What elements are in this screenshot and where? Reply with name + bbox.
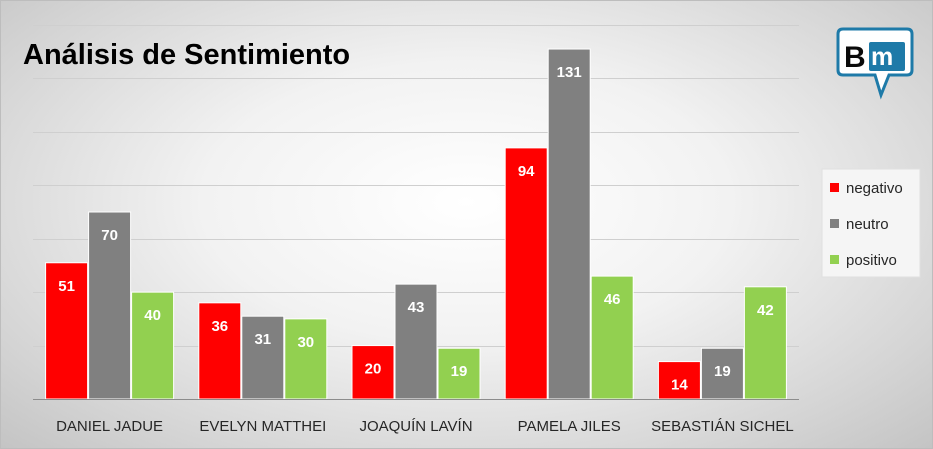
category-label: SEBASTIÁN SICHEL [651,418,794,435]
data-label-negativo: 51 [58,278,75,295]
category-label: PAMELA JILES [518,418,621,435]
data-label-neutro: 43 [408,299,425,316]
legend-label-negativo: negativo [846,180,903,197]
logo-letter-m: m [871,43,893,71]
bar-negativo [657,361,701,400]
category-label: DANIEL JADUE [56,418,163,435]
data-label-positivo: 40 [144,307,161,324]
category-label: EVELYN MATTHEI [199,418,326,435]
bar-positivo [590,275,634,400]
bar-neutro [700,347,744,400]
legend-swatch-negativo [830,183,839,192]
data-label-positivo: 46 [604,291,621,308]
data-label-positivo: 42 [757,302,774,319]
bar-neutro [88,211,132,400]
category-label: JOAQUÍN LAVÍN [359,418,472,435]
bar-neutro [241,315,285,400]
data-label-positivo: 30 [297,334,314,351]
bar-negativo [504,147,548,400]
logo: B m [836,27,914,100]
bars [45,48,787,400]
data-labels: 51 70 40 36 31 30 20 43 19 94 131 46 14 19 42 [58,64,773,394]
bar-positivo [284,318,328,400]
data-label-positivo: 19 [451,363,468,380]
data-label-negativo: 36 [211,318,228,335]
bar-positivo [131,291,175,400]
bar-neutro [394,283,438,400]
chart-title: Análisis de Sentimiento [23,39,350,71]
data-label-negativo: 14 [671,377,688,394]
data-label-neutro: 70 [101,227,118,244]
data-label-neutro: 31 [254,331,271,348]
logo-m-background [869,42,905,71]
legend-label-neutro: neutro [846,216,889,233]
data-label-negativo: 20 [365,361,382,378]
data-label-neutro: 131 [557,64,582,81]
logo-letter-b: B [844,41,866,74]
data-label-negativo: 94 [518,163,535,180]
category-labels: DANIEL JADUE EVELYN MATTHEI JOAQUÍN LAVÍN P… [56,418,794,435]
bar-negativo [198,302,242,400]
legend: negativo neutro positivo [821,168,921,278]
legend-swatch-positivo [830,255,839,264]
bar-positivo [743,286,787,400]
bar-neutro [547,48,591,400]
legend-swatch-neutro [830,219,839,228]
legend-label-positivo: positivo [846,252,897,269]
data-label-neutro: 19 [714,363,731,380]
bar-negativo [351,345,395,400]
